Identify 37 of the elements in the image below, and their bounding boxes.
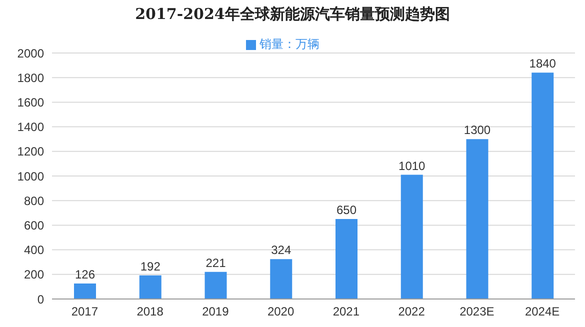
data-label: 126 [74, 268, 96, 282]
data-label: 192 [140, 259, 161, 274]
legend-label: 销量：万辆 [260, 37, 320, 51]
x-tick-label: 2020 [267, 304, 294, 319]
x-tick-label: 2022 [398, 304, 426, 319]
x-tick-label: 2021 [332, 304, 360, 319]
x-tick-label: 2023E [460, 304, 494, 319]
bar [336, 219, 358, 299]
x-tick-label: 2019 [202, 304, 230, 319]
bar [532, 72, 554, 299]
data-label: 1010 [398, 158, 426, 173]
data-label: 221 [206, 256, 226, 270]
data-label: 650 [336, 203, 357, 218]
y-tick-label: 600 [24, 218, 44, 232]
bar [270, 259, 292, 299]
bar [74, 284, 96, 299]
y-tick-label: 1800 [17, 70, 44, 85]
y-tick-label: 2000 [17, 46, 44, 60]
bar [204, 272, 227, 299]
y-tick-label: 1600 [17, 95, 44, 110]
y-tick-label: 1000 [17, 169, 44, 184]
y-tick-label: 1400 [17, 120, 44, 134]
y-tick-label: 200 [24, 268, 44, 282]
y-tick-label: 400 [24, 243, 44, 258]
bar [466, 139, 488, 299]
data-label: 324 [271, 243, 292, 258]
chart-title: 2017-2024年全球新能源汽车销量预测趋势图 [134, 4, 451, 25]
x-tick-label: 2024E [524, 304, 560, 319]
y-tick-label: 800 [24, 194, 44, 208]
bar [139, 275, 162, 299]
x-tick-label: 2018 [136, 304, 164, 319]
data-label: 1300 [464, 123, 491, 138]
y-tick-label: 1200 [17, 144, 44, 159]
x-tick-label: 2017 [71, 304, 98, 319]
y-tick-label: 0 [37, 292, 44, 306]
data-label: 1840 [529, 56, 556, 71]
bar [400, 174, 423, 299]
